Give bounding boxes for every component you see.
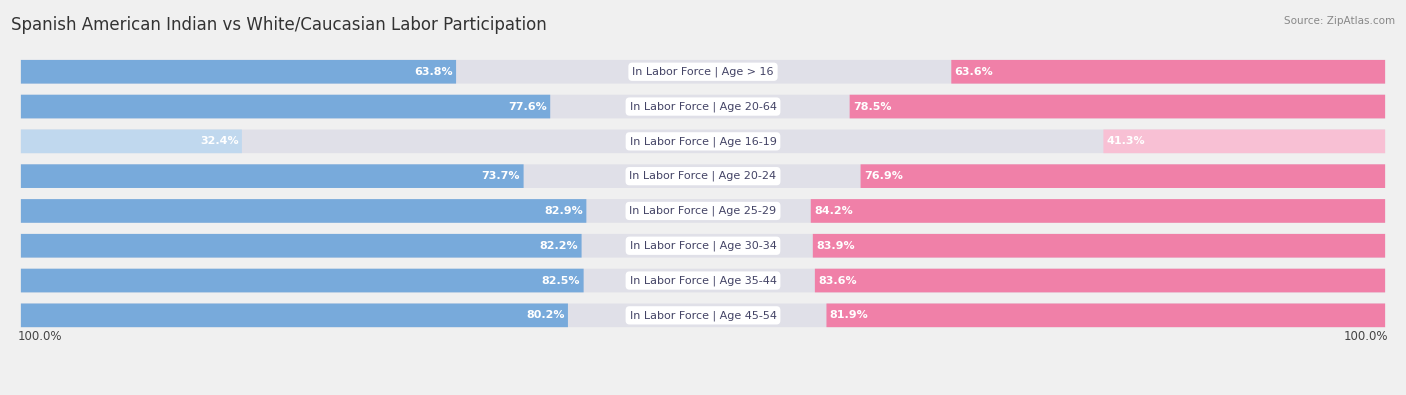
Text: In Labor Force | Age 20-64: In Labor Force | Age 20-64 bbox=[630, 101, 776, 112]
Text: In Labor Force | Age > 16: In Labor Force | Age > 16 bbox=[633, 66, 773, 77]
Text: 100.0%: 100.0% bbox=[17, 330, 62, 343]
FancyBboxPatch shape bbox=[860, 164, 1385, 188]
FancyBboxPatch shape bbox=[21, 95, 1385, 118]
FancyBboxPatch shape bbox=[21, 234, 582, 258]
FancyBboxPatch shape bbox=[21, 269, 1385, 292]
FancyBboxPatch shape bbox=[21, 234, 1385, 258]
Text: 80.2%: 80.2% bbox=[526, 310, 565, 320]
FancyBboxPatch shape bbox=[813, 234, 1385, 258]
Text: 83.6%: 83.6% bbox=[818, 276, 856, 286]
Text: Source: ZipAtlas.com: Source: ZipAtlas.com bbox=[1284, 16, 1395, 26]
FancyBboxPatch shape bbox=[21, 269, 583, 292]
FancyBboxPatch shape bbox=[21, 303, 1385, 327]
FancyBboxPatch shape bbox=[827, 303, 1385, 327]
Text: 63.8%: 63.8% bbox=[413, 67, 453, 77]
Text: 84.2%: 84.2% bbox=[814, 206, 853, 216]
FancyBboxPatch shape bbox=[21, 95, 550, 118]
Text: 81.9%: 81.9% bbox=[830, 310, 869, 320]
Text: 83.9%: 83.9% bbox=[817, 241, 855, 251]
FancyBboxPatch shape bbox=[21, 60, 456, 84]
FancyBboxPatch shape bbox=[21, 60, 1385, 84]
Text: 41.3%: 41.3% bbox=[1107, 136, 1146, 147]
Text: In Labor Force | Age 45-54: In Labor Force | Age 45-54 bbox=[630, 310, 776, 321]
Text: In Labor Force | Age 25-29: In Labor Force | Age 25-29 bbox=[630, 206, 776, 216]
FancyBboxPatch shape bbox=[21, 130, 1385, 153]
Text: 77.6%: 77.6% bbox=[508, 102, 547, 111]
Text: In Labor Force | Age 20-24: In Labor Force | Age 20-24 bbox=[630, 171, 776, 181]
Text: In Labor Force | Age 16-19: In Labor Force | Age 16-19 bbox=[630, 136, 776, 147]
Text: 78.5%: 78.5% bbox=[853, 102, 891, 111]
Text: 32.4%: 32.4% bbox=[200, 136, 239, 147]
Text: Spanish American Indian vs White/Caucasian Labor Participation: Spanish American Indian vs White/Caucasi… bbox=[11, 16, 547, 34]
Text: In Labor Force | Age 35-44: In Labor Force | Age 35-44 bbox=[630, 275, 776, 286]
FancyBboxPatch shape bbox=[952, 60, 1385, 84]
Text: 100.0%: 100.0% bbox=[1344, 330, 1389, 343]
Text: 73.7%: 73.7% bbox=[482, 171, 520, 181]
Text: 82.5%: 82.5% bbox=[541, 276, 581, 286]
FancyBboxPatch shape bbox=[21, 303, 568, 327]
FancyBboxPatch shape bbox=[21, 199, 586, 223]
Text: 82.9%: 82.9% bbox=[544, 206, 583, 216]
Text: 82.2%: 82.2% bbox=[540, 241, 578, 251]
FancyBboxPatch shape bbox=[811, 199, 1385, 223]
FancyBboxPatch shape bbox=[21, 164, 1385, 188]
FancyBboxPatch shape bbox=[1104, 130, 1385, 153]
Text: 63.6%: 63.6% bbox=[955, 67, 994, 77]
FancyBboxPatch shape bbox=[21, 164, 523, 188]
Text: 76.9%: 76.9% bbox=[863, 171, 903, 181]
FancyBboxPatch shape bbox=[849, 95, 1385, 118]
Text: In Labor Force | Age 30-34: In Labor Force | Age 30-34 bbox=[630, 241, 776, 251]
FancyBboxPatch shape bbox=[21, 130, 242, 153]
FancyBboxPatch shape bbox=[21, 199, 1385, 223]
FancyBboxPatch shape bbox=[815, 269, 1385, 292]
